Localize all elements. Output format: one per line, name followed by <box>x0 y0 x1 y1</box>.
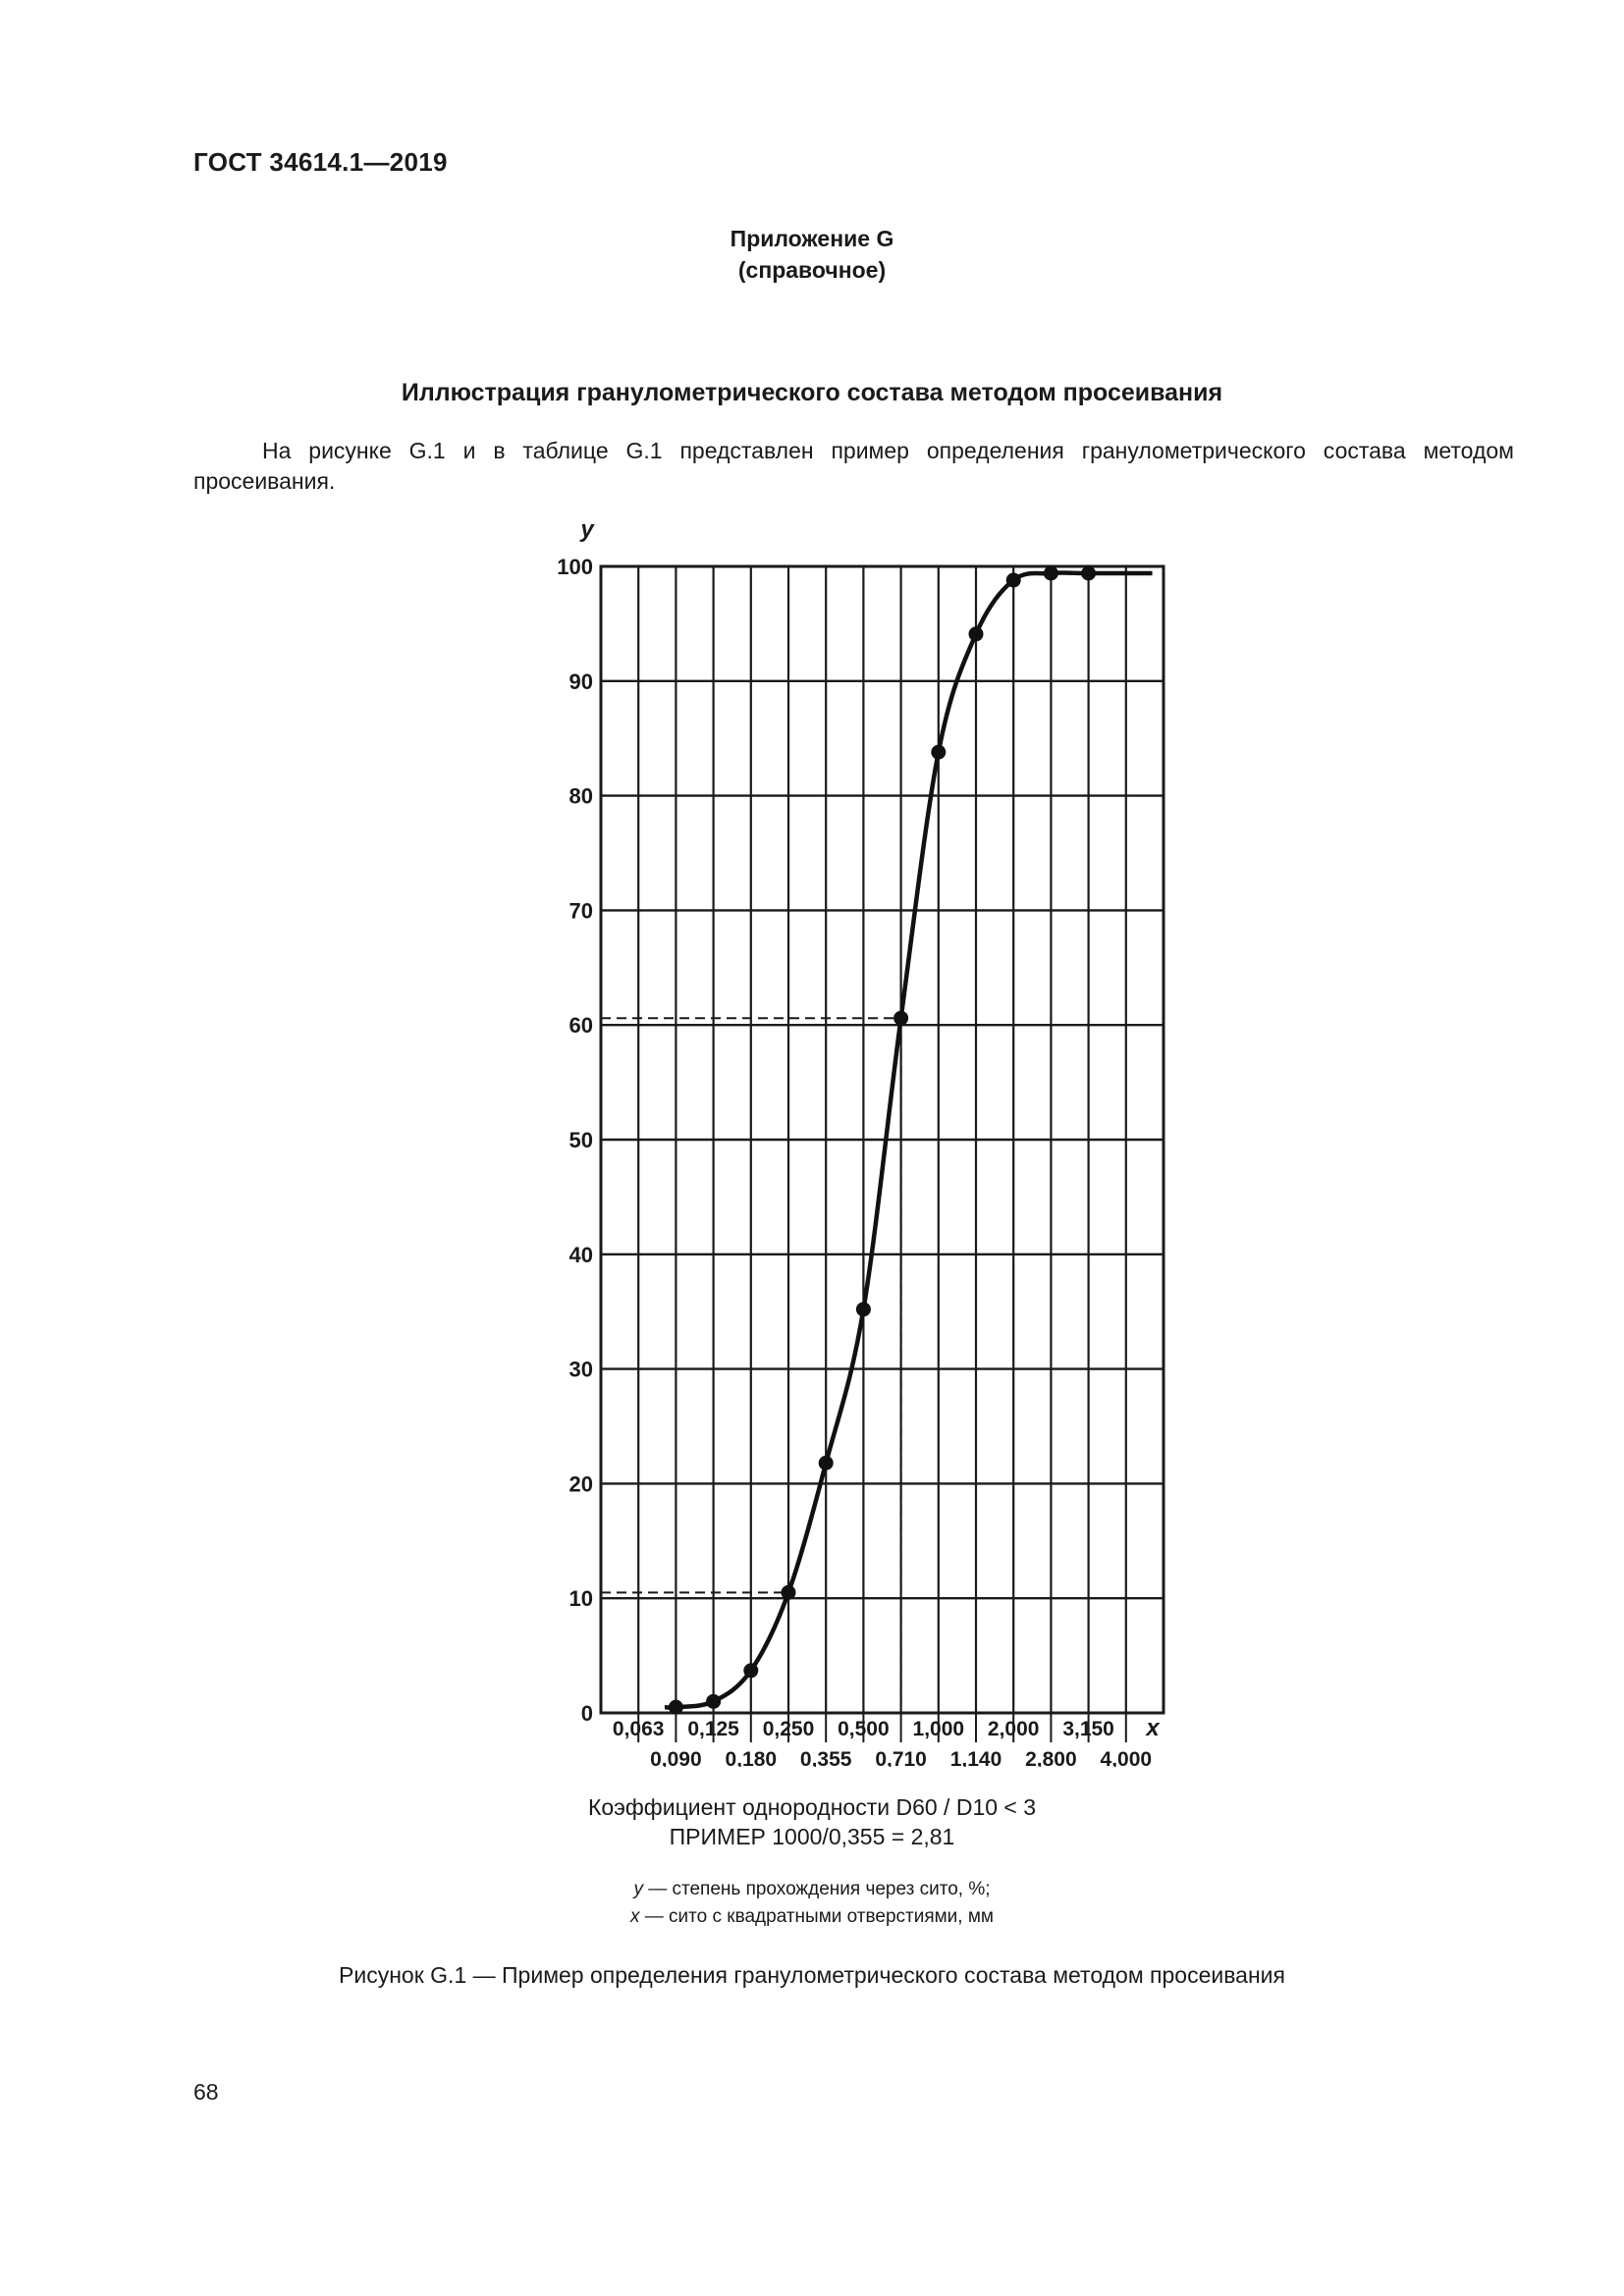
plot-frame <box>599 564 1165 1715</box>
appendix-title: Приложение G <box>730 226 894 251</box>
y-tick-label: 10 <box>569 1586 593 1611</box>
y-tick-label: 50 <box>569 1128 593 1152</box>
y-tick-label: 100 <box>557 555 593 579</box>
legend-y: y — степень прохождения через сито, %; <box>0 1879 1624 1900</box>
uniformity-coefficient: Коэффициент однородности D60 / D10 < 3 <box>587 1794 1037 1820</box>
data-point <box>781 1584 796 1600</box>
x-tick-label-upper: 2,000 <box>988 1718 1040 1740</box>
x-tick-label-upper: 0,500 <box>838 1718 890 1740</box>
reference-lines <box>601 1017 902 1713</box>
y-tick-label: 20 <box>569 1471 593 1496</box>
legend-x: x — сито с квадратными отверстиями, мм <box>0 1906 1624 1928</box>
data-point <box>855 1302 871 1317</box>
axis-labels: 0 10 20 30 40 50 60 70 80 90 100 y x 0,063 0,125 0,250 0… <box>557 516 1161 1767</box>
x-tick-label-lower: 0,180 <box>726 1748 778 1767</box>
y-tick-label: 90 <box>569 669 593 694</box>
granulometric-chart: 0 10 20 30 40 50 60 70 80 90 100 y x 0,063 0,125 0,250 0… <box>557 516 1165 1767</box>
y-tick-label: 40 <box>569 1243 593 1267</box>
data-point <box>743 1663 759 1679</box>
data-point <box>1043 565 1058 581</box>
data-point <box>931 744 947 760</box>
page-number: 68 <box>193 2079 219 2105</box>
y-tick-label: 0 <box>581 1701 593 1726</box>
intro-paragraph: На рисунке G.1 и в таблице G.1 представл… <box>193 438 1514 494</box>
appendix-type: (справочное) <box>737 257 887 283</box>
data-point <box>968 626 984 642</box>
x-axis-label: x <box>1144 1715 1161 1741</box>
legend-y-symbol: y <box>633 1879 643 1899</box>
legend-x-text: — сито с квадратными отверстиями, мм <box>639 1906 994 1927</box>
y-tick-label: 70 <box>569 898 593 923</box>
example-calculation: ПРИМЕР 1000/0,355 = 2,81 <box>669 1824 955 1849</box>
figure-caption: Рисунок G.1 — Пример определения грануло… <box>339 1962 1285 1988</box>
y-tick-label: 80 <box>569 784 593 809</box>
legend-y-text: — степень прохождения через сито, %; <box>642 1879 991 1899</box>
data-point <box>893 1010 909 1026</box>
data-points <box>668 565 1097 1715</box>
x-tick-label-lower: 2,800 <box>1025 1748 1077 1767</box>
document-header: ГОСТ 34614.1—2019 <box>193 147 448 177</box>
data-point <box>706 1693 722 1709</box>
data-point <box>818 1455 834 1470</box>
data-curve <box>664 570 1153 1710</box>
x-tick-label-lower: 1,140 <box>950 1748 1002 1767</box>
x-tick-label-upper: 0,063 <box>613 1718 665 1740</box>
data-point <box>1005 572 1021 588</box>
y-tick-label: 30 <box>569 1358 593 1382</box>
x-tick-label-upper: 0,250 <box>763 1718 815 1740</box>
legend-x-symbol: x <box>630 1906 640 1927</box>
x-tick-label-lower: 4,000 <box>1101 1748 1153 1767</box>
x-tick-label-lower: 0,710 <box>875 1748 927 1767</box>
y-tick-label: 60 <box>569 1013 593 1038</box>
x-tick-label-lower: 0,355 <box>800 1748 852 1767</box>
x-tick-label-upper: 1,000 <box>913 1718 965 1740</box>
x-tick-label-lower: 0,090 <box>650 1748 702 1767</box>
sieve-curve <box>664 570 1153 1710</box>
section-title: Иллюстрация гранулометрического состава … <box>401 379 1223 406</box>
y-axis-label: y <box>579 516 595 543</box>
x-tick-label-upper: 0,125 <box>687 1718 739 1740</box>
data-point <box>668 1699 683 1715</box>
x-tick-label-upper: 3,150 <box>1062 1718 1114 1740</box>
data-point <box>1081 565 1097 581</box>
